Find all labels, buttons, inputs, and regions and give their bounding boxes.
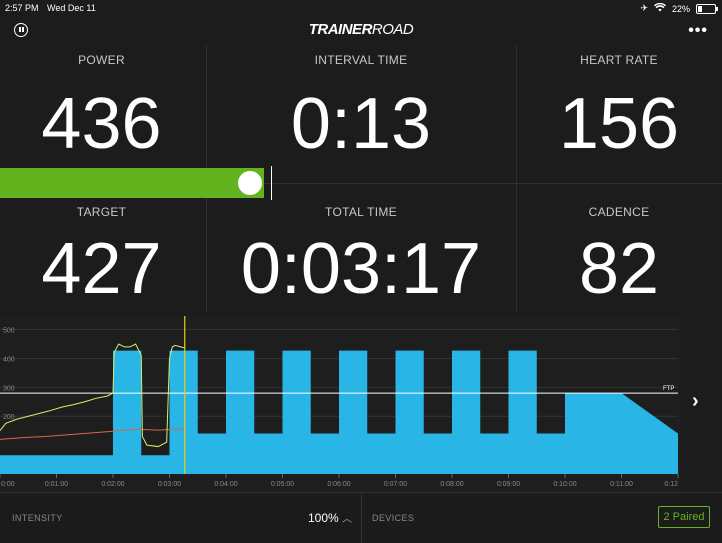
x-tick-label: 0:11:00: [610, 481, 633, 488]
devices-label: DEVICES: [372, 513, 415, 523]
status-time: 2:57 PM: [5, 3, 39, 13]
divider: [516, 46, 517, 312]
x-tick-label: 0:05:00: [271, 481, 294, 488]
intensity-control[interactable]: 100% ︿: [308, 510, 352, 525]
heart-rate-label: HEART RATE: [580, 53, 658, 67]
ftp-label: FTP: [663, 386, 674, 392]
pause-icon[interactable]: [14, 23, 28, 37]
power-bar-fill: [0, 168, 264, 198]
cadence-value: 82: [578, 229, 660, 309]
workout-graph: 500 400 300 200 FTP 0:00 0:01:00 0:02:00 0:03:00…: [0, 316, 679, 488]
trainerroad-logo: TRAINERROAD: [308, 21, 414, 38]
x-tick-label: 0:12: [664, 481, 678, 488]
target-label: TARGET: [76, 205, 127, 219]
heart-rate-line: [0, 428, 185, 440]
more-options-icon[interactable]: •••: [688, 22, 708, 39]
x-tick-label: 0:10:00: [553, 481, 576, 488]
top-bar: TRAINERROAD •••: [0, 16, 722, 46]
cadence-metric: CADENCE 82: [516, 205, 722, 305]
heart-rate-value: 156: [558, 84, 680, 164]
x-tick-label: 0:02:00: [101, 481, 124, 488]
x-tick-label: 0:00: [1, 481, 15, 488]
y-tick-label: 300: [3, 385, 15, 392]
battery-percent: 22%: [671, 3, 690, 14]
power-label: POWER: [78, 53, 125, 67]
target-metric: TARGET 427: [0, 205, 203, 305]
workout-interval-area: [0, 350, 678, 474]
total-time-metric: TOTAL TIME 0:03:17: [206, 205, 516, 305]
divider: [206, 183, 722, 184]
total-time-value: 0:03:17: [240, 229, 482, 309]
bottom-bar: INTENSITY 100% ︿ DEVICES 2 Paired: [0, 492, 722, 543]
chevron-right-icon[interactable]: ›: [692, 390, 699, 412]
y-tick-label: 500: [3, 328, 15, 335]
power-value: 436: [41, 84, 162, 164]
y-tick-label: 200: [3, 414, 15, 421]
x-tick-label: 0:04:00: [214, 481, 237, 488]
heart-rate-metric: HEART RATE 156: [516, 53, 722, 160]
workout-chart[interactable]: 500 400 300 200 FTP 0:00 0:01:00 0:02:00 0:03:00…: [0, 316, 680, 492]
cadence-label: CADENCE: [588, 205, 650, 219]
wifi-icon: [653, 2, 666, 14]
target-marker: [270, 166, 272, 200]
status-bar: 2:57 PM Wed Dec 11 ✈ 22%: [0, 0, 722, 16]
power-bar-knob: [238, 171, 262, 195]
interval-time-value: 0:13: [290, 84, 432, 164]
interval-time-metric: INTERVAL TIME 0:13: [206, 53, 516, 160]
chevron-up-icon: ︿: [342, 514, 353, 525]
divider: [361, 493, 362, 543]
power-target-bar: [0, 166, 275, 200]
x-tick-label: 0:09:00: [497, 481, 520, 488]
x-tick-label: 0:07:00: [384, 481, 407, 488]
paired-devices-button[interactable]: 2 Paired: [658, 506, 710, 528]
x-tick-label: 0:03:00: [158, 481, 181, 488]
status-date: Wed Dec 11: [47, 3, 96, 13]
intensity-label: INTENSITY: [12, 513, 63, 523]
intensity-value: 100%: [308, 511, 339, 525]
total-time-label: TOTAL TIME: [325, 205, 397, 219]
y-tick-label: 400: [3, 356, 15, 363]
x-tick-label: 0:06:00: [327, 481, 350, 488]
interval-time-label: INTERVAL TIME: [314, 53, 408, 67]
power-metric: POWER 436: [0, 53, 203, 160]
x-tick-label: 0:08:00: [440, 481, 463, 488]
x-tick-label: 0:01:00: [45, 481, 68, 488]
power-line: [0, 343, 185, 448]
target-value: 427: [41, 229, 162, 309]
airplane-icon: ✈: [640, 3, 648, 13]
metrics-panel: POWER 436 INTERVAL TIME 0:13 HEART RATE …: [0, 46, 722, 316]
battery-icon: [696, 3, 718, 14]
